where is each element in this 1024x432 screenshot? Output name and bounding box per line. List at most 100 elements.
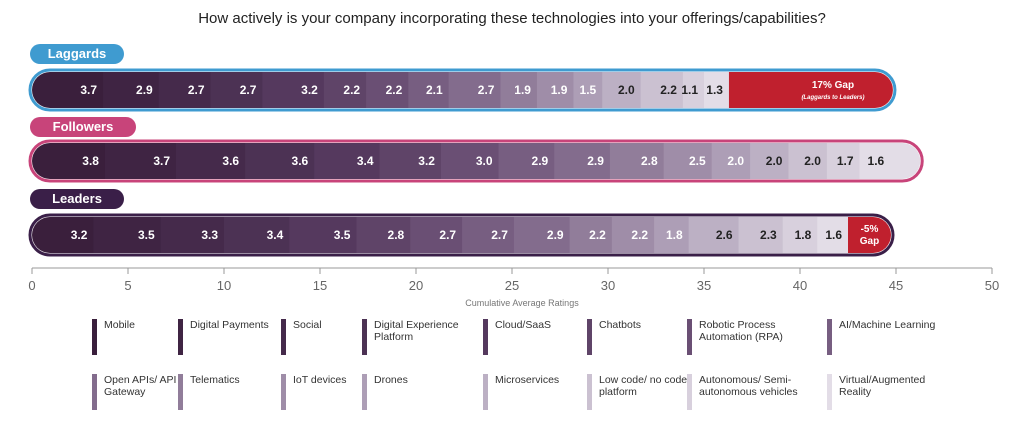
row-laggards (32, 72, 893, 108)
x-tick-label: 5 (124, 278, 131, 293)
x-tick-label: 30 (601, 278, 615, 293)
bar-segment (682, 72, 705, 108)
bar-segment (569, 217, 613, 253)
data-label: 3.7 (80, 83, 97, 97)
legend-label: Cloud/SaaS (495, 319, 552, 331)
legend-swatch (281, 319, 286, 355)
legend-item: Virtual/Augmented Reality (827, 374, 943, 410)
bar-segment (104, 143, 177, 179)
data-label: 2.2 (660, 83, 677, 97)
data-label: 1.1 (681, 83, 698, 97)
bar-segment (323, 72, 367, 108)
data-label: 1.8 (666, 228, 683, 242)
data-label: 2.8 (388, 228, 405, 242)
bar-segment (32, 143, 106, 179)
bar-segment (513, 217, 571, 253)
data-label: 1.6 (825, 228, 842, 242)
data-label: 2.7 (240, 83, 257, 97)
bar-segment (356, 217, 411, 253)
legend-item: Cloud/SaaS (483, 319, 599, 355)
data-label: 1.9 (514, 83, 531, 97)
bar-segment (782, 217, 818, 253)
row-outline (28, 68, 897, 112)
legend-label: Microservices (495, 374, 560, 386)
legend-item: AI/Machine Learning (827, 319, 943, 355)
data-label: 3.2 (71, 228, 88, 242)
group-label-followers: Followers (30, 117, 136, 137)
bar-segment (500, 72, 538, 108)
legend-label: Mobile (104, 319, 135, 331)
data-label: 1.7 (837, 154, 854, 168)
bar-segment (738, 217, 784, 253)
legend-label: Social (293, 319, 322, 331)
row-followers (32, 143, 921, 179)
bar-segment (176, 143, 246, 179)
bar-segment (602, 72, 642, 108)
bar-segment (410, 217, 463, 253)
bar-segment (640, 72, 684, 108)
data-label: 2.2 (343, 83, 360, 97)
bar-segment (704, 72, 730, 108)
legend-item: Social (281, 319, 397, 355)
legend-item: Digital Payments (178, 319, 294, 355)
data-label: 3.5 (334, 228, 351, 242)
legend-label: Robotic Process Automation (RPA) (699, 319, 783, 343)
data-label: 3.2 (418, 154, 435, 168)
data-label: 2.3 (760, 228, 777, 242)
data-label: 3.4 (357, 154, 374, 168)
legend-swatch (362, 374, 367, 410)
bar-segment (498, 143, 555, 179)
bar-segment (32, 72, 104, 108)
bar-segment (536, 72, 574, 108)
bar-segment (103, 72, 160, 108)
bar-segment (408, 72, 450, 108)
legend-label: Virtual/Augmented Reality (839, 374, 926, 398)
legend-label: Drones (374, 374, 408, 386)
row-outline (28, 213, 895, 257)
legend-swatch (827, 374, 832, 410)
bar-segment (245, 143, 315, 179)
legend-label: Autonomous/ Semi-autonomous vehicles (699, 374, 798, 398)
data-label: 2.7 (478, 83, 495, 97)
data-label: 2.2 (589, 228, 606, 242)
bar-segment (262, 72, 325, 108)
data-label: 2.5 (689, 154, 706, 168)
data-label: 2.2 (386, 83, 403, 97)
bar-segment (711, 143, 751, 179)
legend-label: Low code/ no code platform (599, 374, 688, 398)
legend-swatch (587, 319, 592, 355)
bar-segment (158, 72, 212, 108)
bar-segment (314, 143, 381, 179)
legend-item: Microservices (483, 374, 599, 410)
legend-label: AI/Machine Learning (839, 319, 936, 331)
bar-segment (663, 143, 713, 179)
data-label: 3.4 (267, 228, 284, 242)
legend-swatch (281, 374, 286, 410)
data-label: 3.5 (138, 228, 155, 242)
bar-segment (750, 143, 789, 179)
gap-segment (848, 217, 891, 253)
data-label: 2.2 (631, 228, 648, 242)
gap-sublabel: Gap (860, 236, 879, 247)
row-outline (28, 139, 924, 183)
bar-segment (609, 143, 665, 179)
gap-sublabel: (Laggards to Leaders) (801, 95, 864, 101)
row-leaders (32, 217, 891, 253)
bar-segment (93, 217, 162, 253)
group-label-laggards: Laggards (30, 44, 124, 64)
data-label: 2.8 (641, 154, 658, 168)
data-label: 1.9 (551, 83, 568, 97)
bar-segment (573, 72, 603, 108)
bar-segment (554, 143, 611, 179)
data-label: 3.3 (201, 228, 218, 242)
legend-swatch (483, 319, 488, 355)
legend-swatch (92, 374, 97, 410)
data-label: 3.2 (301, 83, 318, 97)
bar-segment (688, 217, 740, 253)
legend-swatch (687, 319, 692, 355)
data-label: 2.7 (439, 228, 456, 242)
legend-swatch (178, 319, 183, 355)
data-label: 2.9 (532, 154, 549, 168)
data-label: 2.1 (426, 83, 443, 97)
bar-segment (826, 143, 861, 179)
